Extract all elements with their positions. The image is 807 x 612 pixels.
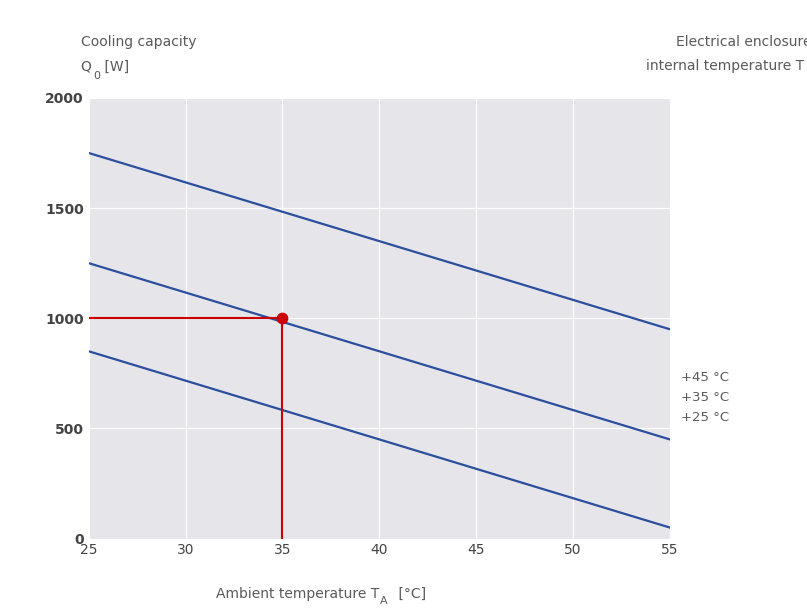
Text: i: i — [806, 71, 807, 81]
Text: Cooling capacity: Cooling capacity — [81, 35, 196, 49]
Text: +35 °C: +35 °C — [681, 391, 729, 404]
Text: 0: 0 — [94, 71, 101, 81]
Text: Q: Q — [81, 59, 91, 73]
Text: A: A — [380, 596, 387, 606]
Text: [W]: [W] — [100, 59, 129, 73]
Text: internal temperature T: internal temperature T — [646, 59, 805, 73]
Text: [°C]: [°C] — [394, 587, 426, 600]
Text: Electrical enclosure: Electrical enclosure — [675, 35, 807, 49]
Point — [276, 313, 289, 323]
Text: Ambient temperature T: Ambient temperature T — [216, 587, 379, 600]
Text: +25 °C: +25 °C — [681, 411, 729, 424]
Text: +45 °C: +45 °C — [681, 371, 729, 384]
